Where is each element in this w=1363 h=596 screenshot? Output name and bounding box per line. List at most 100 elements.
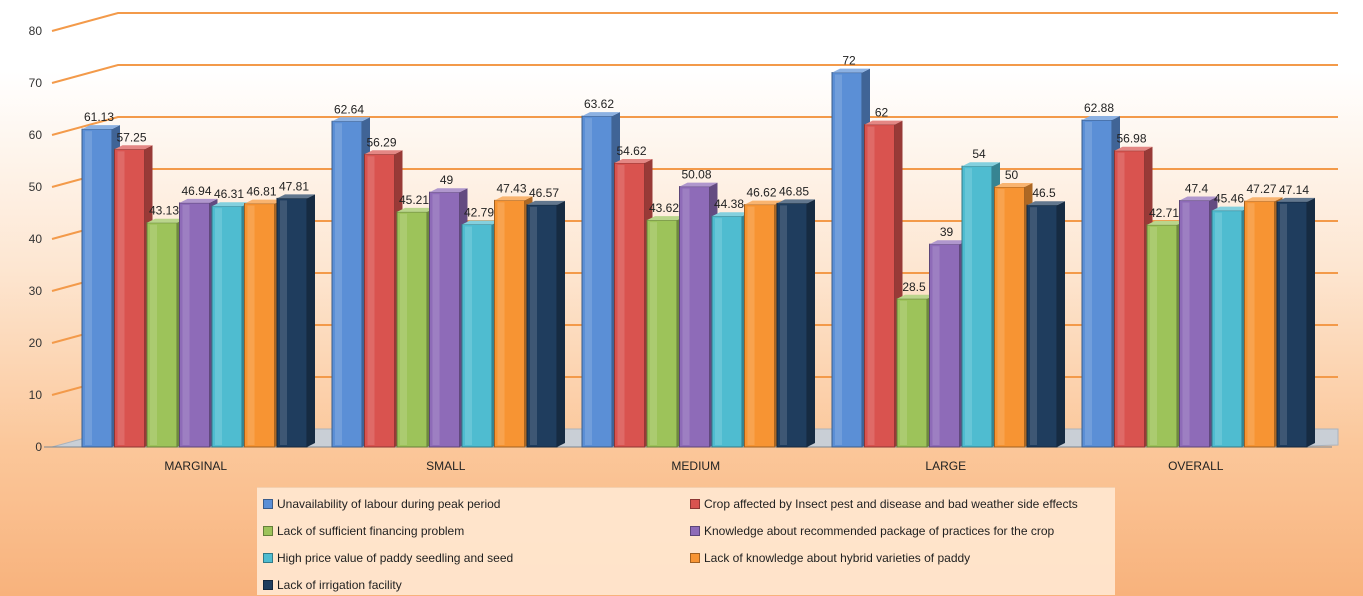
data-label: 47.27	[1246, 182, 1276, 196]
data-label: 56.98	[1116, 132, 1146, 146]
bar-top	[994, 183, 1033, 187]
bar-top	[277, 194, 315, 199]
y-tick-label: 80	[29, 24, 43, 38]
data-label: 43.62	[649, 201, 679, 215]
legend-label: Knowledge about recommended package of p…	[704, 524, 1055, 538]
bar-highlight	[867, 126, 875, 445]
data-label: 62.88	[1084, 101, 1114, 115]
bar-top	[614, 158, 653, 163]
bar-top	[1244, 197, 1283, 202]
bar-highlight	[1085, 122, 1092, 446]
legend-item: Knowledge about recommended package of p…	[690, 524, 1054, 538]
data-label: 57.25	[116, 130, 146, 144]
bar-top	[332, 117, 370, 122]
x-tick-label: OVERALL	[1168, 459, 1224, 473]
y-tick-label: 20	[29, 336, 43, 350]
legend-label: Unavailability of labour during peak per…	[277, 497, 501, 511]
x-tick-label: MARGINAL	[164, 459, 227, 473]
bar-highlight	[1182, 202, 1190, 445]
legend-swatch	[690, 499, 700, 509]
bar-highlight	[1280, 203, 1287, 445]
bar-highlight	[247, 205, 255, 445]
bar-highlight	[117, 151, 125, 446]
bar-top	[1114, 146, 1153, 151]
bar-highlight	[835, 74, 842, 445]
y-tick-label: 60	[29, 128, 43, 142]
bar-side	[1057, 201, 1065, 447]
legend-item: Lack of sufficient financing problem	[263, 524, 464, 538]
bar	[526, 200, 565, 448]
data-label: 46.5	[1032, 186, 1056, 200]
bar-top	[147, 218, 185, 223]
bar-highlight	[497, 202, 505, 445]
bar-highlight	[715, 218, 722, 445]
bar	[1081, 116, 1120, 448]
bar-top	[114, 145, 153, 150]
bar-top	[364, 150, 403, 155]
y-axis: 0 10 20 30 40 50 60 70 80	[29, 24, 43, 454]
data-label: 28.5	[902, 280, 926, 294]
bar-top	[1179, 196, 1218, 201]
bar-highlight	[932, 246, 940, 445]
data-label: 54.62	[616, 144, 646, 158]
legend-label: Lack of sufficient financing problem	[277, 524, 465, 538]
legend-item: Unavailability of labour during peak per…	[263, 497, 500, 511]
bar-highlight	[367, 156, 375, 446]
bar-top	[929, 240, 968, 245]
data-label: 46.31	[214, 187, 244, 201]
bar-highlight	[280, 200, 287, 445]
bar-side	[557, 200, 565, 447]
bar-top	[244, 199, 283, 204]
bar	[1179, 196, 1218, 448]
bar-top	[462, 220, 500, 225]
bar-highlight	[432, 194, 440, 445]
legend-swatch	[263, 499, 273, 509]
bar-highlight	[150, 224, 157, 445]
bar-highlight	[182, 204, 190, 445]
bar-top	[679, 182, 718, 187]
bar-highlight	[900, 300, 907, 445]
bar-top	[777, 199, 815, 204]
bar-highlight	[1247, 203, 1255, 445]
bar-top	[1082, 116, 1120, 121]
bar-side	[807, 199, 815, 447]
bar-highlight	[780, 205, 787, 445]
x-tick-label: LARGE	[925, 459, 966, 473]
data-label: 61.13	[84, 110, 114, 124]
legend-item: Crop affected by Insect pest and disease…	[690, 497, 1078, 511]
data-label: 50	[1005, 168, 1019, 182]
data-label: 45.46	[1214, 192, 1244, 206]
x-tick-label: MEDIUM	[671, 459, 720, 473]
bar-highlight	[747, 206, 755, 445]
legend-swatch	[690, 553, 700, 563]
bar-top	[429, 188, 468, 193]
bar	[776, 199, 815, 448]
bar-top	[1212, 206, 1250, 211]
bar-highlight	[85, 131, 92, 445]
bar-top	[864, 120, 903, 125]
bar-top	[179, 198, 218, 203]
bar-top	[494, 196, 533, 201]
bar-top	[82, 125, 120, 130]
legend-item: Lack of knowledge about hybrid varieties…	[690, 551, 970, 565]
legend-label: Lack of knowledge about hybrid varieties…	[704, 551, 971, 565]
bar-highlight	[1117, 152, 1125, 446]
bar-top	[1147, 220, 1185, 225]
y-tick-label: 0	[35, 440, 42, 454]
bar-top	[897, 294, 935, 299]
bar-highlight	[1150, 226, 1157, 445]
gridline	[51, 12, 1338, 32]
bar-highlight	[465, 226, 472, 445]
y-tick-label: 40	[29, 232, 43, 246]
bar-highlight	[585, 118, 592, 446]
data-label: 72	[842, 54, 856, 68]
bar-top	[832, 68, 870, 73]
bar	[864, 120, 903, 448]
bar-highlight	[617, 164, 625, 445]
data-label: 47.81	[279, 179, 309, 193]
legend-item: Lack of irrigation facility	[263, 578, 402, 592]
data-label: 46.94	[181, 184, 211, 198]
